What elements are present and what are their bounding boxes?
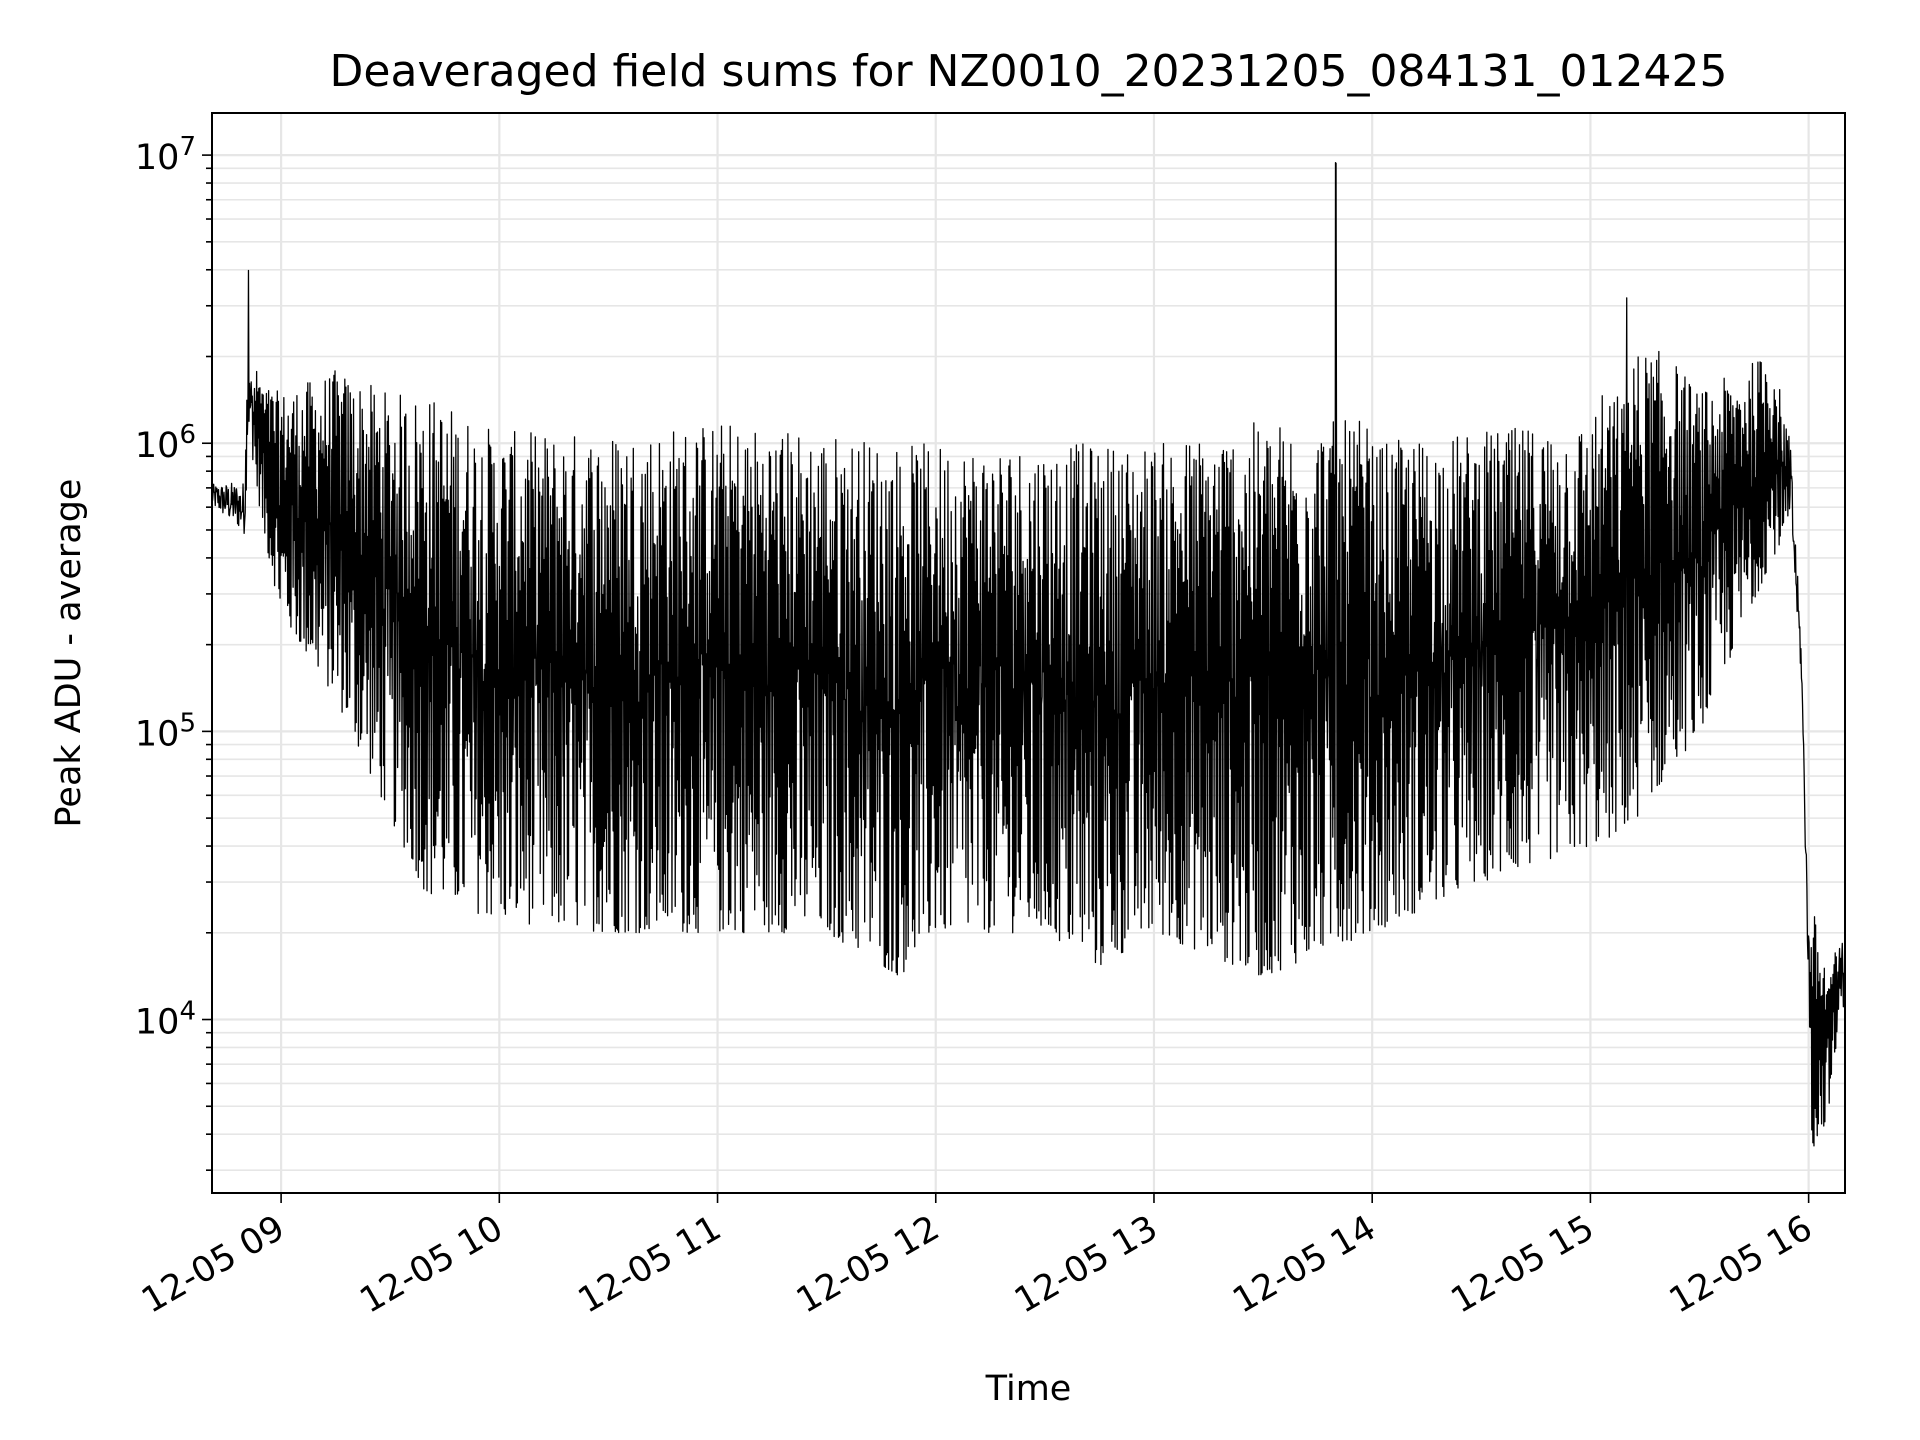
x-axis-label: Time — [985, 1369, 1072, 1409]
y-axis-label: Peak ADU - average — [49, 479, 89, 828]
plot-frame — [211, 112, 1846, 1194]
y-tick-label: 105 — [135, 708, 196, 754]
y-tick-label: 107 — [135, 132, 196, 178]
y-tick-label: 106 — [135, 420, 196, 466]
series-group — [211, 162, 1846, 1147]
chart-title: Deaveraged field sums for NZ0010_2023120… — [330, 46, 1728, 97]
series-line — [211, 162, 1846, 1147]
y-tick-label: 104 — [135, 997, 196, 1043]
